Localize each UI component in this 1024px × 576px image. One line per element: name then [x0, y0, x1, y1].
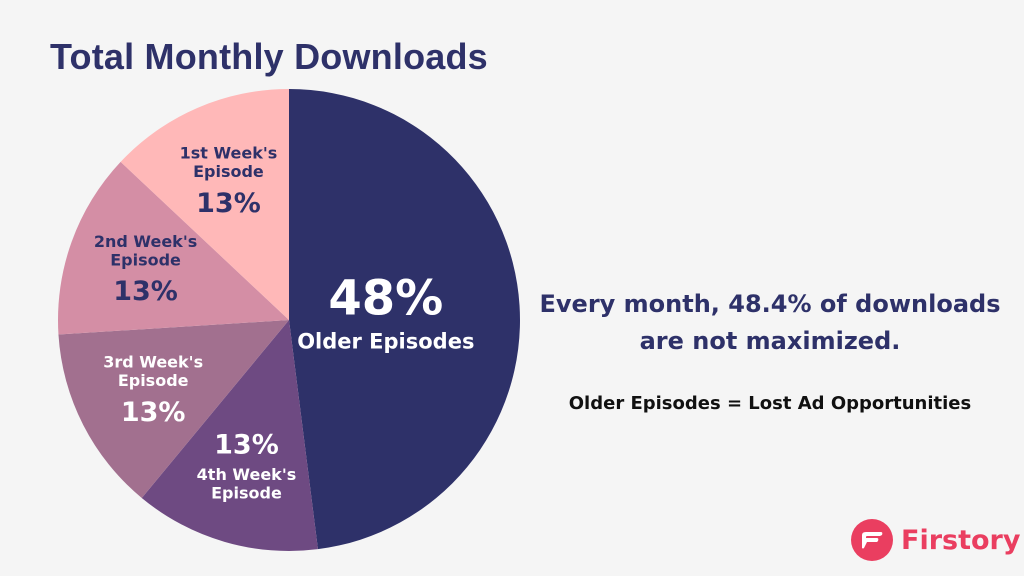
pie-slice	[58, 320, 289, 498]
pie-slice	[141, 320, 318, 551]
slice-label: 4th Week's	[197, 465, 297, 484]
pie-slice	[120, 89, 289, 320]
brand-logo: Firstory	[851, 517, 1020, 563]
slice-label: 1st Week's	[180, 144, 278, 163]
slice-value-label: 13%	[121, 397, 186, 428]
slice-label: 3rd Week's	[103, 353, 203, 372]
key-message: Every month, 48.4% of downloads are not …	[539, 290, 1001, 355]
slice-label: Episode	[110, 250, 181, 269]
slice-value-label: 13%	[196, 188, 261, 219]
pie-slice	[289, 89, 520, 550]
slice-label: 2nd Week's	[94, 232, 197, 251]
slice-value-label: 13%	[214, 429, 279, 460]
slice-label: Episode	[193, 162, 264, 181]
slice-label: Older Episodes	[297, 330, 474, 354]
brand-name: Firstory	[901, 524, 1021, 556]
slice-label: Episode	[118, 371, 189, 390]
slice-value-label: 13%	[113, 276, 178, 307]
slice-label: Episode	[211, 483, 282, 502]
lost-ad-note: Older Episodes = Lost Ad Opportunities	[568, 393, 972, 414]
slice-value-label: 48%	[328, 271, 443, 327]
pie-slices	[57, 89, 520, 551]
chart-title: Total Monthly Downloads	[50, 36, 488, 77]
pie-slice	[57, 161, 289, 335]
firstory-logo-icon	[851, 519, 893, 561]
